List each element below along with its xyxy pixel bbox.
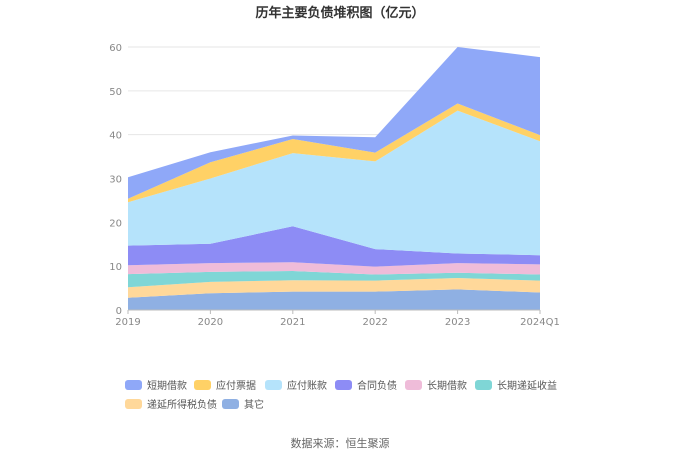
legend-label: 长期递延收益 [497, 379, 557, 392]
legend-swatch [265, 380, 282, 390]
legend-item[interactable]: 合同负债 [335, 379, 397, 392]
legend-label: 应付票据 [216, 379, 256, 392]
legend-label: 递延所得税负债 [147, 398, 217, 411]
area-3 [128, 271, 540, 288]
legend-item[interactable]: 递延所得税负债 [125, 398, 217, 411]
y-tick-label: 50 [109, 87, 122, 98]
legend-swatch [125, 380, 142, 390]
area-1 [128, 289, 540, 310]
x-tick-label: 2020 [198, 317, 223, 328]
y-tick-label: 40 [109, 131, 122, 142]
y-tick-label: 60 [109, 43, 122, 54]
legend-swatch [335, 380, 352, 390]
x-tick-label: 2021 [280, 317, 305, 328]
area-7 [128, 103, 540, 203]
area-4 [128, 262, 540, 275]
legend-item[interactable]: 长期递延收益 [475, 379, 557, 392]
axes: 0 10 20 30 40 50 60 2019 2020 2021 2022 2023 2024Q1 [109, 43, 560, 328]
y-tick-label: 0 [116, 306, 122, 317]
legend-swatch [194, 380, 211, 390]
legend-label: 合同负债 [357, 379, 397, 392]
legend-swatch [405, 380, 422, 390]
data-source-note: 数据来源：恒生聚源 [291, 436, 390, 450]
legend-label: 应付账款 [287, 379, 327, 392]
y-tick-label: 20 [109, 218, 122, 229]
x-tick-label: 2019 [115, 317, 140, 328]
area-5 [128, 226, 540, 267]
y-tick-label: 30 [109, 175, 122, 186]
legend-label: 其它 [244, 398, 264, 411]
legend-swatch [475, 380, 492, 390]
x-tick-label: 2024Q1 [520, 317, 560, 328]
chart-title: 历年主要负债堆积图（亿元） [255, 5, 424, 21]
legend-item[interactable]: 应付账款 [265, 379, 327, 392]
y-tick-label: 10 [109, 262, 122, 273]
legend-item[interactable]: 其它 [222, 398, 264, 411]
legend-swatch [125, 399, 142, 409]
area-2 [128, 278, 540, 298]
area-8 [128, 47, 540, 199]
legend-swatch [222, 399, 239, 409]
x-tick-label: 2022 [362, 317, 387, 328]
legend-label: 短期借款 [147, 379, 187, 392]
legend-item[interactable]: 短期借款 [125, 379, 187, 392]
area-6 [128, 110, 540, 256]
legend-label: 长期借款 [427, 379, 467, 392]
x-tick-label: 2023 [445, 317, 470, 328]
area-series [128, 47, 540, 310]
legend-item[interactable]: 应付票据 [194, 379, 256, 392]
legend-item[interactable]: 长期借款 [405, 379, 467, 392]
